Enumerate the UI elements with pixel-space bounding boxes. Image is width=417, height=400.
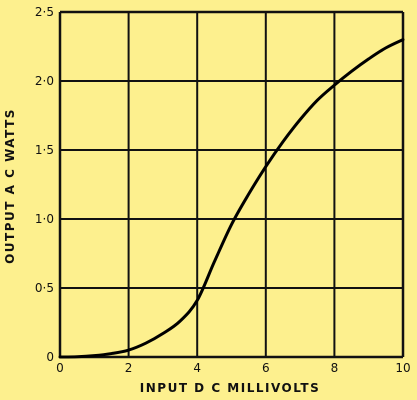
plot-area xyxy=(58,38,405,359)
series-line xyxy=(58,38,405,359)
grid xyxy=(58,10,405,359)
x-tick-label: 6 xyxy=(262,361,270,375)
y-tick-label: 2·5 xyxy=(35,5,54,19)
x-tick-label: 10 xyxy=(395,361,410,375)
x-tick-label: 2 xyxy=(125,361,133,375)
x-tick-label: 0 xyxy=(56,361,64,375)
y-tick-label: 0·5 xyxy=(35,281,54,295)
y-tick-label: 1·0 xyxy=(35,212,54,226)
x-axis-ticks: 0 2 4 6 8 10 xyxy=(56,361,410,375)
x-tick-label: 8 xyxy=(331,361,339,375)
x-tick-label: 4 xyxy=(193,361,201,375)
y-axis-title: OUTPUT A C WATTS xyxy=(3,108,17,264)
x-axis-title: INPUT D C MILLIVOLTS xyxy=(140,381,320,395)
y-tick-label: 1·5 xyxy=(35,143,54,157)
y-tick-label: 0 xyxy=(46,350,54,364)
y-tick-label: 2·0 xyxy=(35,74,54,88)
y-axis-ticks: 0 0·5 1·0 1·5 2·0 2·5 xyxy=(35,5,54,364)
